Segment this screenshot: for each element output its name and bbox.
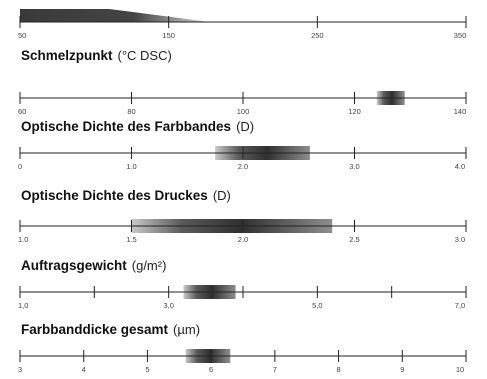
chart-unit: (D) bbox=[213, 188, 231, 203]
tick-label: 6 bbox=[209, 365, 213, 374]
tick-label: 50 bbox=[18, 31, 26, 40]
tick-label: 1.0 bbox=[18, 235, 28, 244]
chart-title: Optische Dichte des Druckes bbox=[21, 188, 208, 203]
chart-panel-0: 50 150 250 350 bbox=[18, 9, 467, 40]
chart-title: Schmelzpunkt bbox=[21, 48, 113, 63]
tick-label: 7 bbox=[273, 365, 277, 374]
tick-label: 8 bbox=[336, 365, 340, 374]
chart-unit: (D) bbox=[236, 119, 254, 134]
tick-label: 150 bbox=[162, 31, 175, 40]
tick-label: 4.0 bbox=[455, 162, 465, 171]
range-bar bbox=[20, 9, 211, 22]
chart-unit: (°C DSC) bbox=[118, 48, 172, 63]
tick-label: 350 bbox=[454, 31, 467, 40]
chart-title: Optische Dichte des Farbbandes bbox=[21, 119, 231, 134]
tick-label: 60 bbox=[18, 107, 26, 116]
chart-panel-4: Auftragsgewicht (g/m²) 1,0 3,0 5,0 7,0 bbox=[18, 258, 467, 310]
chart-unit: (µm) bbox=[173, 322, 200, 337]
tick-label: 2.0 bbox=[238, 162, 248, 171]
tick-label: 120 bbox=[348, 107, 361, 116]
tick-label: 1,0 bbox=[18, 301, 28, 310]
tick-label: 3 bbox=[18, 365, 22, 374]
tick-label: 7,0 bbox=[455, 301, 465, 310]
tick-label: 1.0 bbox=[126, 162, 136, 171]
tick-label: 5 bbox=[145, 365, 149, 374]
chart-panel-1: Schmelzpunkt (°C DSC) 60 80 100 120 140 bbox=[18, 48, 467, 116]
tick-label: 4 bbox=[82, 365, 86, 374]
tick-label: 5,0 bbox=[312, 301, 322, 310]
chart-panel-5: Farbbanddicke gesamt (µm) 3 4 5 6 7 8 9 10 bbox=[18, 322, 467, 374]
tick-label: 140 bbox=[454, 107, 467, 116]
tick-label: 2.5 bbox=[349, 235, 359, 244]
chart-panel-2: Optische Dichte des Farbbandes (D) 0 1.0 2.0… bbox=[18, 119, 467, 171]
tick-label: 250 bbox=[311, 31, 324, 40]
chart-unit: (g/m²) bbox=[132, 258, 167, 273]
tick-label: 3.0 bbox=[349, 162, 359, 171]
chart-panel-3: Optische Dichte des Druckes (D) 1.0 1.5 2.0 2… bbox=[18, 188, 467, 244]
chart-title: Auftragsgewicht bbox=[21, 258, 127, 273]
tick-label: 3,0 bbox=[163, 301, 173, 310]
tick-label: 100 bbox=[237, 107, 250, 116]
tick-label: 10 bbox=[456, 365, 464, 374]
tick-label: 1.5 bbox=[126, 235, 136, 244]
tick-label: 0 bbox=[18, 162, 22, 171]
tick-label: 2.0 bbox=[238, 235, 248, 244]
chart-title: Farbbanddicke gesamt bbox=[21, 322, 169, 337]
tick-label: 80 bbox=[127, 107, 135, 116]
tick-label: 3.0 bbox=[455, 235, 465, 244]
tick-label: 9 bbox=[400, 365, 404, 374]
